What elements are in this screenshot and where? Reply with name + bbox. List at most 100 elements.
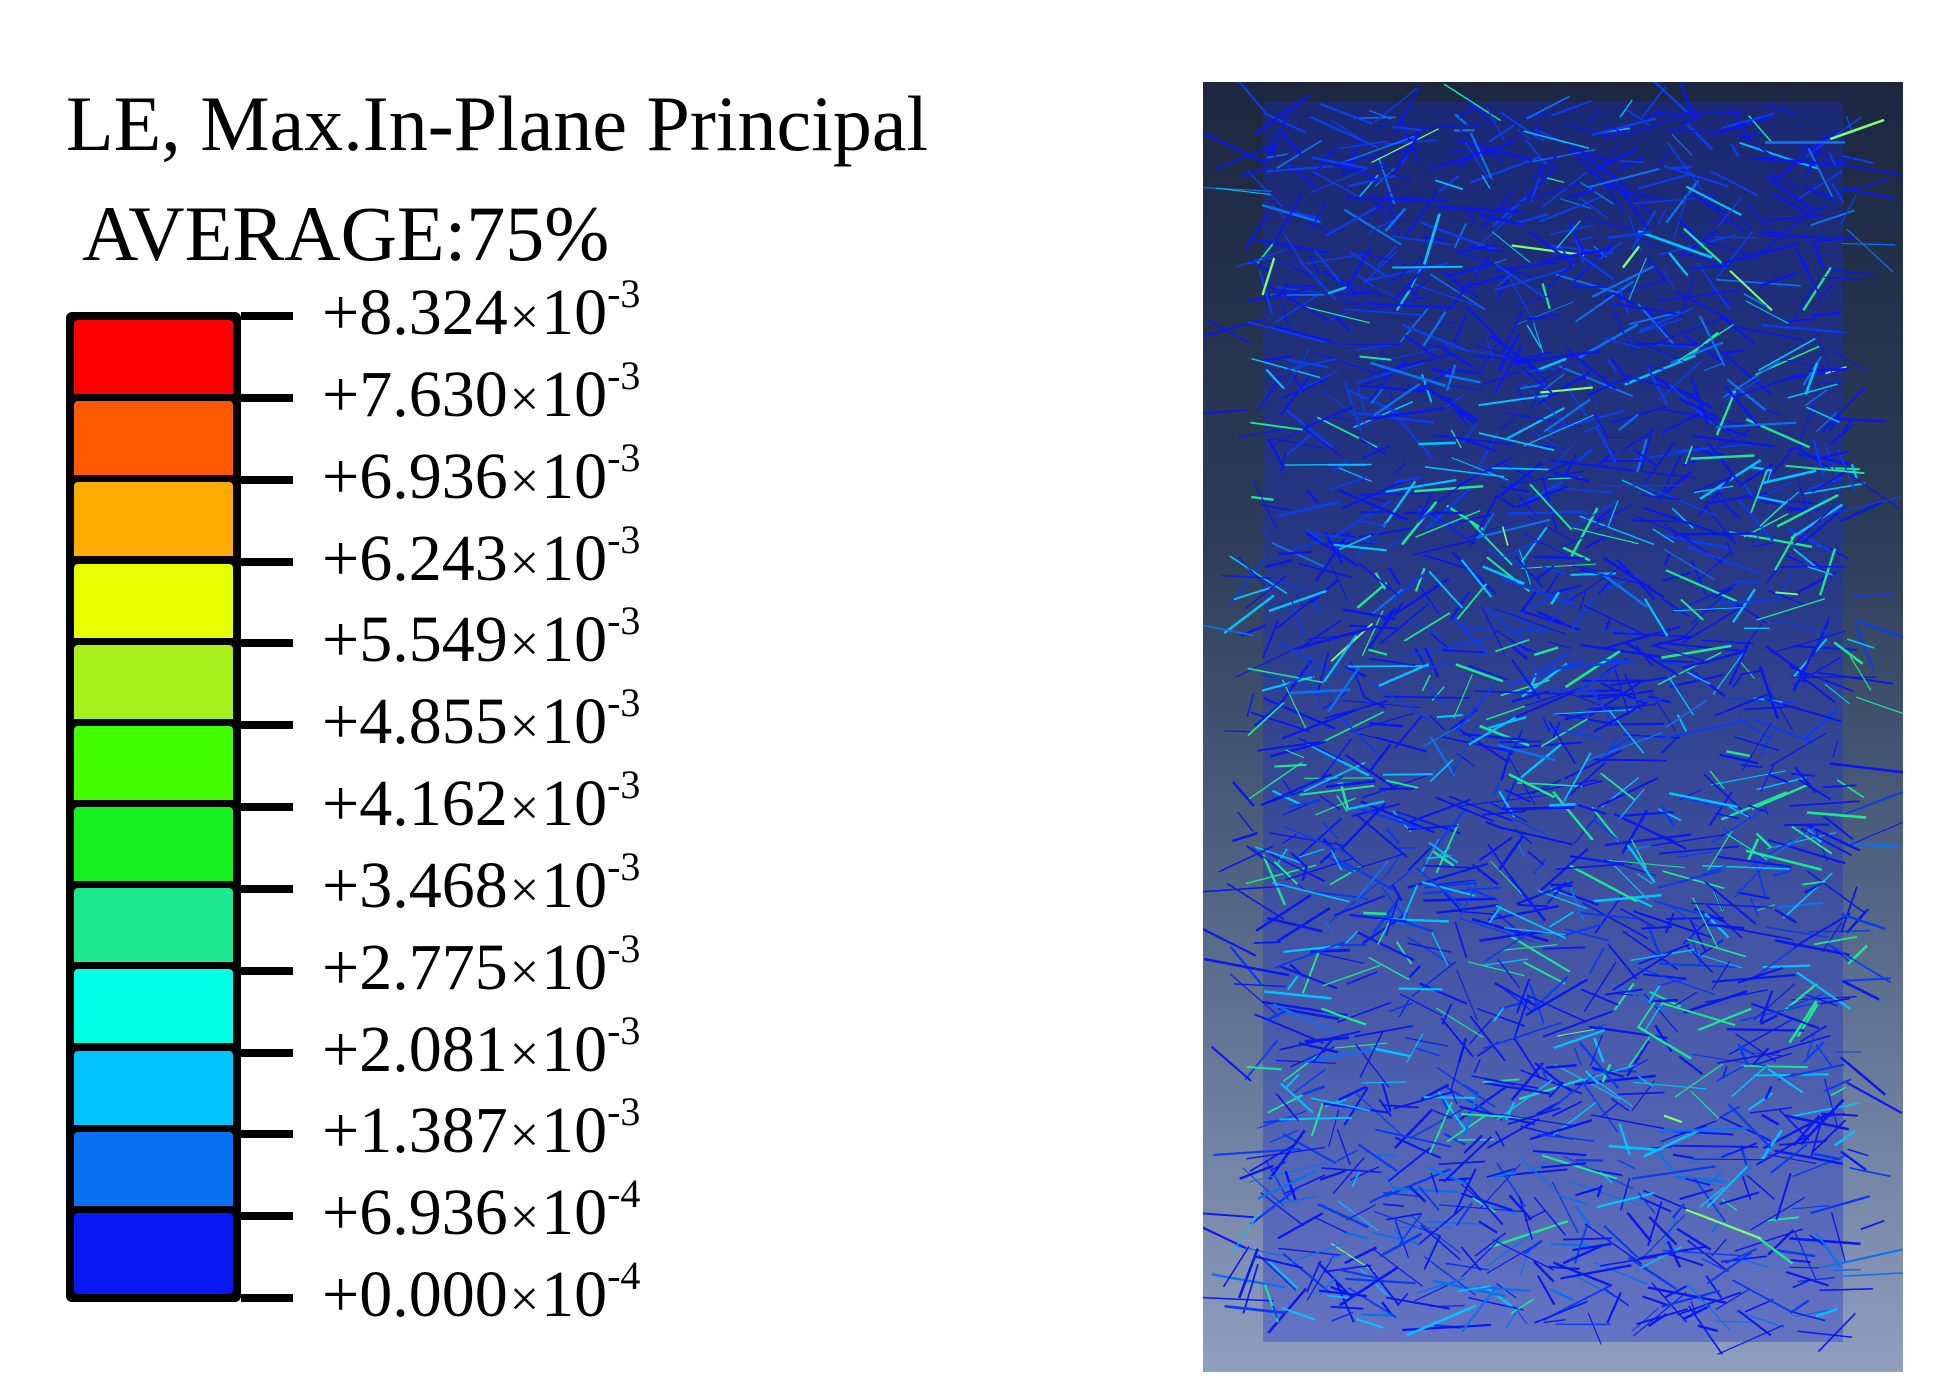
fiber-line [1658,977,1688,987]
fiber-line [1741,1064,1808,1069]
fiber-line [1553,708,1638,715]
fiber-line [1828,944,1891,983]
fiber-line [1624,698,1665,701]
fiber-line [1370,388,1384,404]
fiber-line [1742,481,1755,500]
fiber-line [1846,228,1894,273]
fiber-line [1663,1114,1683,1124]
fiber-line [1719,1191,1760,1205]
fiber-line [1358,525,1423,538]
fiber-line [1291,1242,1344,1263]
legend-subtitle: AVERAGE:75% [82,190,610,277]
fiber-line [1203,624,1255,637]
fiber-line [1543,398,1591,433]
fiber-line [1706,1165,1748,1209]
fiber-line [1588,947,1605,975]
fiber-line [1282,833,1298,844]
fiber-line [1577,803,1607,815]
fiber-line [1547,641,1572,649]
fiber-line [1272,882,1350,903]
fiber-line [1686,938,1747,958]
fiber-line [1247,287,1310,303]
fiber-line [1431,367,1452,376]
fiber-line [1741,721,1773,772]
fiber-line [1806,811,1867,819]
fiber-line [1295,817,1343,861]
fiber-line [1340,717,1379,755]
fiber-line [1345,930,1358,944]
fiber-line [1643,110,1694,131]
fiber-line [1841,913,1886,931]
fiber-line [1299,619,1342,649]
fiber-line [1664,551,1672,566]
fiber-line [1524,685,1588,707]
fiber-line [1472,1197,1496,1213]
fiber-line [1280,1082,1314,1114]
fiber-line [1432,1279,1507,1298]
fiber-line [1855,619,1903,639]
fiber-line [1828,414,1842,432]
fiber-line [1583,217,1641,232]
fiber-line [1508,875,1547,922]
fiber-line [1648,984,1661,1003]
fiber-line [1632,1292,1687,1337]
fiber-line [1355,1093,1404,1137]
legend-tick-label: +8.324×10-3 [322,274,640,346]
fiber-line [1460,1192,1513,1212]
fiber-line [1507,934,1571,973]
fiber-line [1737,1309,1772,1336]
fiber-line [1720,112,1774,130]
legend-tick [241,557,293,566]
fiber-line [1641,86,1666,118]
fiber-line [1713,587,1734,599]
fiber-line [1507,1107,1561,1126]
fiber-line [1555,923,1604,939]
fiber-line [1848,593,1894,598]
fiber-line [1550,591,1560,606]
fiber-line [1514,555,1544,588]
fiber-line [1324,531,1344,565]
fiber-line [1276,848,1288,866]
fiber-line [1508,773,1556,799]
fiber-line [1632,1081,1707,1090]
fiber-line [1620,908,1658,930]
fiber-line [1565,376,1586,386]
fiber-line [1612,632,1692,638]
fiber-line [1802,676,1836,703]
fiber-line [1325,779,1376,788]
tick-mantissa: +2.081 [322,1012,508,1086]
fiber-line [1418,1185,1440,1211]
fiber-line [1788,287,1813,329]
fiber-line [1716,197,1742,228]
fiber-line [1269,1129,1299,1143]
fiber-line [1750,467,1769,513]
fiber-line [1831,1212,1846,1262]
fiber-line [1680,598,1704,621]
fiber-line [1671,581,1741,614]
fiber-line [1498,835,1524,871]
fiber-line [1770,618,1831,633]
fiber-line [1807,205,1828,214]
fiber-line [1233,983,1286,988]
fiber-line [1271,789,1304,807]
fiber-line [1587,1312,1602,1345]
fiber-line [1590,504,1633,527]
fiber-line [1497,333,1521,372]
fiber-line [1573,527,1639,545]
fiber-line [1542,1010,1614,1038]
times-symbol: × [509,534,540,592]
fiber-line [1534,361,1573,386]
fiber-line [1535,123,1542,140]
fiber-line [1486,1117,1540,1149]
fiber-line [1420,1224,1461,1261]
fiber-line [1282,709,1357,740]
fiber-line [1792,1279,1811,1289]
color-swatch [74,888,233,970]
fiber-line [1642,1295,1668,1306]
fiber-line [1660,805,1675,827]
fiber-line [1320,389,1372,429]
fiber-line [1815,1307,1839,1318]
fiber-line [1272,578,1309,592]
fiber-line [1575,280,1634,323]
fiber-line [1494,982,1537,1007]
